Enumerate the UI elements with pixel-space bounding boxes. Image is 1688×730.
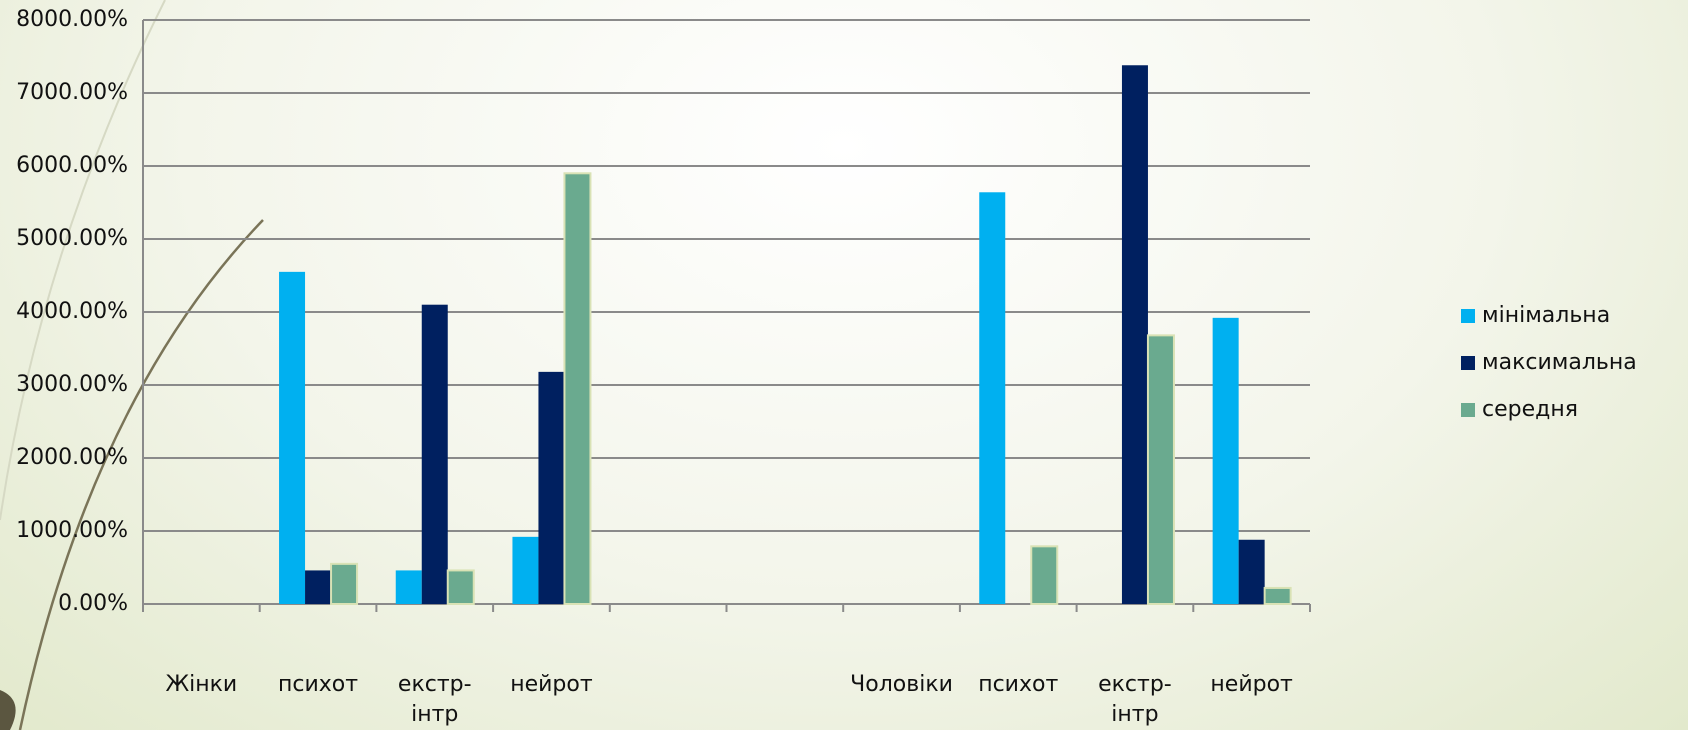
x-tick-label: нейрот (1210, 672, 1293, 697)
legend-swatch (1461, 356, 1475, 370)
y-tick-label: 3000.00% (16, 372, 128, 397)
bar (305, 570, 332, 604)
y-tick-label: 5000.00% (16, 226, 128, 251)
legend-label: максимальна (1482, 350, 1637, 375)
legend-label: мінімальна (1482, 303, 1610, 328)
x-tick-label: екстр-інтр (397, 672, 472, 727)
bar (1212, 317, 1239, 604)
bar (1030, 545, 1059, 606)
bar (1238, 539, 1265, 604)
decor (0, 690, 16, 730)
x-tick-label: Чоловіки (850, 672, 953, 697)
bar (512, 536, 539, 604)
y-tick-label: 2000.00% (16, 445, 128, 470)
y-tick-label: 0.00% (58, 591, 128, 616)
bar (279, 271, 306, 604)
legend-label: середня (1482, 397, 1578, 422)
bar (979, 192, 1006, 604)
y-tick-label: 7000.00% (16, 80, 128, 105)
legend-swatch (1461, 309, 1475, 323)
bar (1121, 65, 1148, 604)
x-tick-label: психот (978, 672, 1059, 697)
bar (563, 172, 592, 606)
y-tick-label: 4000.00% (16, 299, 128, 324)
bar (395, 570, 422, 604)
y-tick-label: 8000.00% (16, 7, 128, 32)
x-tick-label: нейрот (510, 672, 593, 697)
x-tick-label: екстр-інтр (1098, 672, 1172, 727)
y-tick-label: 1000.00% (16, 518, 128, 543)
bar (1263, 586, 1292, 606)
y-tick-label: 6000.00% (16, 153, 128, 178)
bar (330, 562, 359, 605)
bar (446, 569, 475, 605)
x-tick-label: психот (278, 672, 359, 697)
bar (538, 371, 565, 604)
decor (0, 0, 166, 521)
legend-swatch (1461, 403, 1475, 417)
bar (421, 304, 448, 604)
bar (1146, 334, 1175, 605)
decor (18, 219, 264, 730)
x-tick-label: Жінки (165, 672, 238, 697)
